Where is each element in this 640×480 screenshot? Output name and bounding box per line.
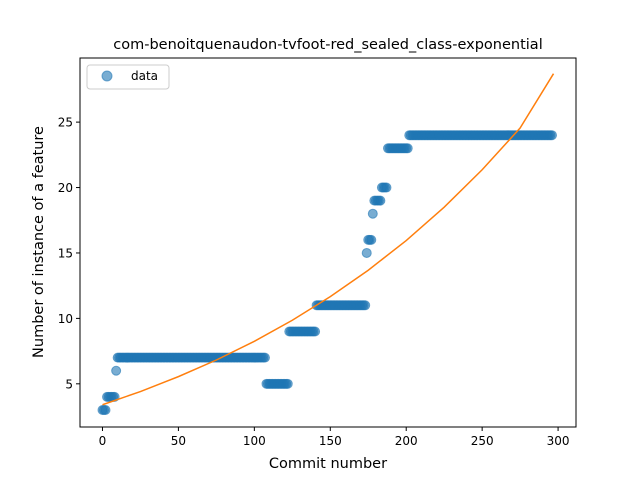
y-axis-ticks: 5 10 15 20 25 (58, 116, 80, 391)
data-point (366, 234, 377, 245)
x-axis-label: Commit number (269, 456, 387, 472)
data-point (547, 130, 557, 141)
plot-frame (79, 57, 577, 428)
y-tick-label: 20 (58, 181, 73, 195)
x-tick-label: 200 (395, 434, 418, 448)
legend: data (86, 64, 170, 90)
x-tick-label: 50 (171, 434, 186, 448)
x-tick-label: 250 (471, 434, 494, 448)
data-point (111, 365, 122, 376)
y-tick-label: 15 (58, 246, 73, 260)
legend-label-data: data (131, 69, 158, 83)
data-point (367, 208, 378, 219)
data-point (360, 300, 371, 311)
chart-title: com-benoitquenaudon-tvfoot-red_sealed_cl… (113, 37, 542, 53)
y-tick-label: 25 (58, 116, 73, 130)
x-tick-label: 150 (319, 434, 342, 448)
x-tick-label: 0 (99, 434, 107, 448)
data-series (97, 130, 557, 415)
data-point (381, 182, 392, 193)
data-point (361, 247, 372, 258)
fit-line (102, 73, 555, 406)
fit-series (102, 73, 555, 406)
data-point (282, 378, 293, 389)
y-tick-label: 5 (65, 377, 73, 391)
x-axis-ticks: 0 50 100 150 200 250 300 (99, 427, 570, 448)
data-point (100, 404, 111, 415)
y-tick-label: 10 (58, 312, 73, 326)
data-point (375, 195, 386, 206)
data-point (310, 326, 321, 337)
data-point (402, 143, 413, 154)
x-tick-label: 300 (547, 434, 570, 448)
data-point (259, 352, 270, 363)
legend-marker-data (101, 70, 113, 82)
y-axis-label: Number of instance of a feature (31, 126, 47, 358)
x-tick-label: 100 (243, 434, 266, 448)
plot-area (79, 57, 577, 428)
